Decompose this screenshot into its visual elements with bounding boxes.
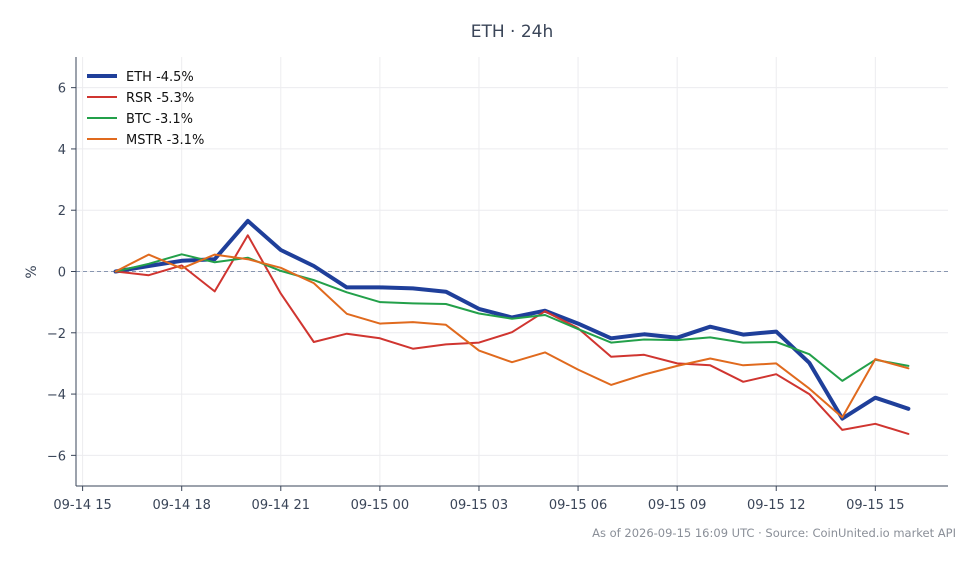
x-tick-label: 09-14 18 <box>152 498 210 513</box>
legend: ETH -4.5% RSR -5.3% BTC -3.1% MSTR -3.1% <box>87 70 204 148</box>
x-tick-label: 09-15 15 <box>846 498 904 513</box>
legend-label-btc: BTC -3.1% <box>126 112 193 127</box>
legend-label-eth: ETH -4.5% <box>126 70 194 85</box>
series-line-mstr <box>114 253 910 419</box>
x-tick-label: 09-15 00 <box>351 498 409 513</box>
legend-label-rsr: RSR -5.3% <box>126 91 194 106</box>
x-tick-label: 09-15 12 <box>747 498 805 513</box>
x-tick-label: 09-15 06 <box>549 498 607 513</box>
y-tick-label: −6 <box>47 449 66 464</box>
series-line-rsr <box>114 234 910 435</box>
series-lines <box>113 218 911 435</box>
y-tick-label: 6 <box>58 82 66 97</box>
legend-label-mstr: MSTR -3.1% <box>126 133 204 148</box>
y-tick-label: −2 <box>47 327 66 342</box>
axes: −6 −4 −2 0 2 4 6 09-14 15 09-14 18 09-14 21 09-15 … <box>47 57 948 513</box>
series-line-eth <box>113 218 911 421</box>
x-tick-label: 09-15 03 <box>450 498 508 513</box>
y-axis-label: % <box>24 265 40 278</box>
y-tick-label: 4 <box>58 143 66 158</box>
series-line-btc <box>114 253 910 382</box>
x-tick-label: 09-15 09 <box>648 498 706 513</box>
y-tick-label: 0 <box>58 266 66 281</box>
grid <box>76 57 948 486</box>
y-tick-label: 2 <box>58 204 66 219</box>
footer-note: As of 2026-09-15 16:09 UTC · Source: Coi… <box>592 526 956 540</box>
x-tick-label: 09-14 21 <box>252 498 310 513</box>
y-tick-label: −4 <box>47 388 66 403</box>
chart-title: ETH · 24h <box>471 22 554 42</box>
x-tick-label: 09-14 15 <box>53 498 111 513</box>
